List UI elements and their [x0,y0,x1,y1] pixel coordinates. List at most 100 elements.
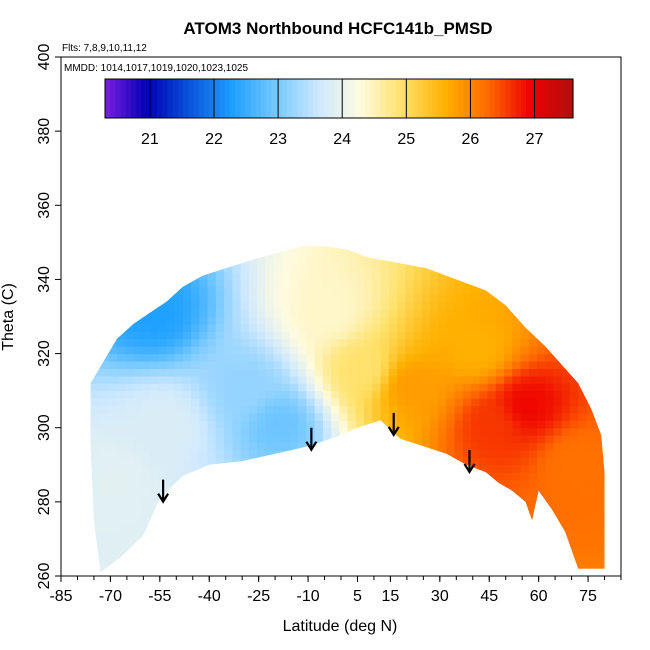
heatmap-cell [495,561,505,570]
heatmap-cell [520,264,530,273]
heatmap-cell [232,264,242,273]
heatmap-cell [339,346,349,355]
heatmap-cell [265,501,274,510]
heatmap-cell [454,323,464,332]
heatmap-cell [158,398,167,407]
heatmap-cell [347,257,357,266]
heatmap-cell [240,272,250,280]
heatmap-cell [545,249,554,258]
heatmap-cell [314,309,324,318]
heatmap-cell [545,464,554,473]
heatmap-cell [602,420,605,429]
heatmap-cell [421,464,431,473]
heatmap-cell [372,538,382,547]
heatmap-cell [273,353,283,362]
heatmap-cell [331,264,340,273]
heatmap-cell [133,531,143,540]
heatmap-cell [199,235,208,243]
heatmap-cell [224,457,233,466]
heatmap-cell [306,383,316,392]
heatmap-cell [174,464,184,473]
heatmap-cell [248,294,258,303]
heatmap-cell [273,561,283,570]
colorbar-swatch [510,79,517,118]
heatmap-cell [487,457,497,466]
heatmap-cell [108,301,118,310]
heatmap-cell [314,450,324,458]
colorbar-swatch [437,79,444,118]
heatmap-cell [149,420,159,429]
heatmap-cell [215,338,225,347]
heatmap-cell [322,383,332,392]
heatmap-cell [446,249,456,258]
heatmap-cell [553,487,563,495]
heatmap-cell [117,546,126,555]
heatmap-cell [520,301,530,310]
heatmap-cell [487,249,497,258]
heatmap-cell [232,390,242,399]
heatmap-cell [504,309,513,318]
heatmap-cell [602,301,605,310]
heatmap-cell [364,427,373,436]
heatmap-cell [100,361,110,369]
heatmap-cell [397,246,406,251]
heatmap-cell [125,398,134,407]
heatmap-cell [265,309,274,318]
heatmap-cell [273,249,283,258]
heatmap-cell [90,331,93,340]
heatmap-cell [586,412,596,421]
heatmap-cell [545,568,554,573]
colorbar-swatch [391,79,397,118]
heatmap-cell [504,553,513,562]
heatmap-cell [454,368,464,377]
heatmap-cell [446,412,456,421]
heatmap-cell [347,405,357,414]
heatmap-cell [454,412,464,421]
heatmap-cell [199,494,209,503]
heatmap-cell [125,235,134,243]
heatmap-cell [191,472,200,481]
heatmap-cell [495,412,505,421]
heatmap-cell [257,464,266,473]
heatmap-cell [257,301,266,310]
heatmap-cell [199,501,209,510]
heatmap-cell [347,398,357,407]
heatmap-cell [289,398,299,407]
heatmap-cell [240,487,250,495]
heatmap-cell [331,301,340,310]
heatmap-cell [578,361,587,369]
heatmap-cell [331,464,340,473]
heatmap-cell [199,524,209,533]
heatmap-cell [429,272,439,280]
heatmap-cell [462,375,472,384]
heatmap-cell [504,361,513,369]
heatmap-cell [504,353,513,362]
heatmap-cell [397,309,406,318]
heatmap-cell [158,412,167,421]
heatmap-cell [422,235,431,243]
heatmap-cell [355,257,365,266]
heatmap-cell [141,531,151,540]
heatmap-cell [248,516,258,525]
heatmap-cell [306,531,316,540]
heatmap-cell [512,309,522,318]
heatmap-cell [240,420,250,429]
heatmap-cell [199,546,209,555]
heatmap-cell [364,361,373,369]
colorbar: 21 22 23 24 25 26 27 [104,78,574,148]
heatmap-cell [90,538,93,547]
heatmap-cell [232,316,242,325]
heatmap-cell [339,272,349,280]
heatmap-cell [462,264,472,273]
heatmap-cell [141,546,151,555]
heatmap-cell [141,375,151,384]
heatmap-cell [520,450,530,458]
heatmap-cell [578,272,587,280]
heatmap-cell [413,457,423,466]
heatmap-cell [537,368,546,377]
heatmap-cell [282,235,291,243]
heatmap-cell [182,375,192,384]
heatmap-cell [215,309,225,318]
heatmap-cell [339,427,349,436]
heatmap-cell [339,228,348,236]
